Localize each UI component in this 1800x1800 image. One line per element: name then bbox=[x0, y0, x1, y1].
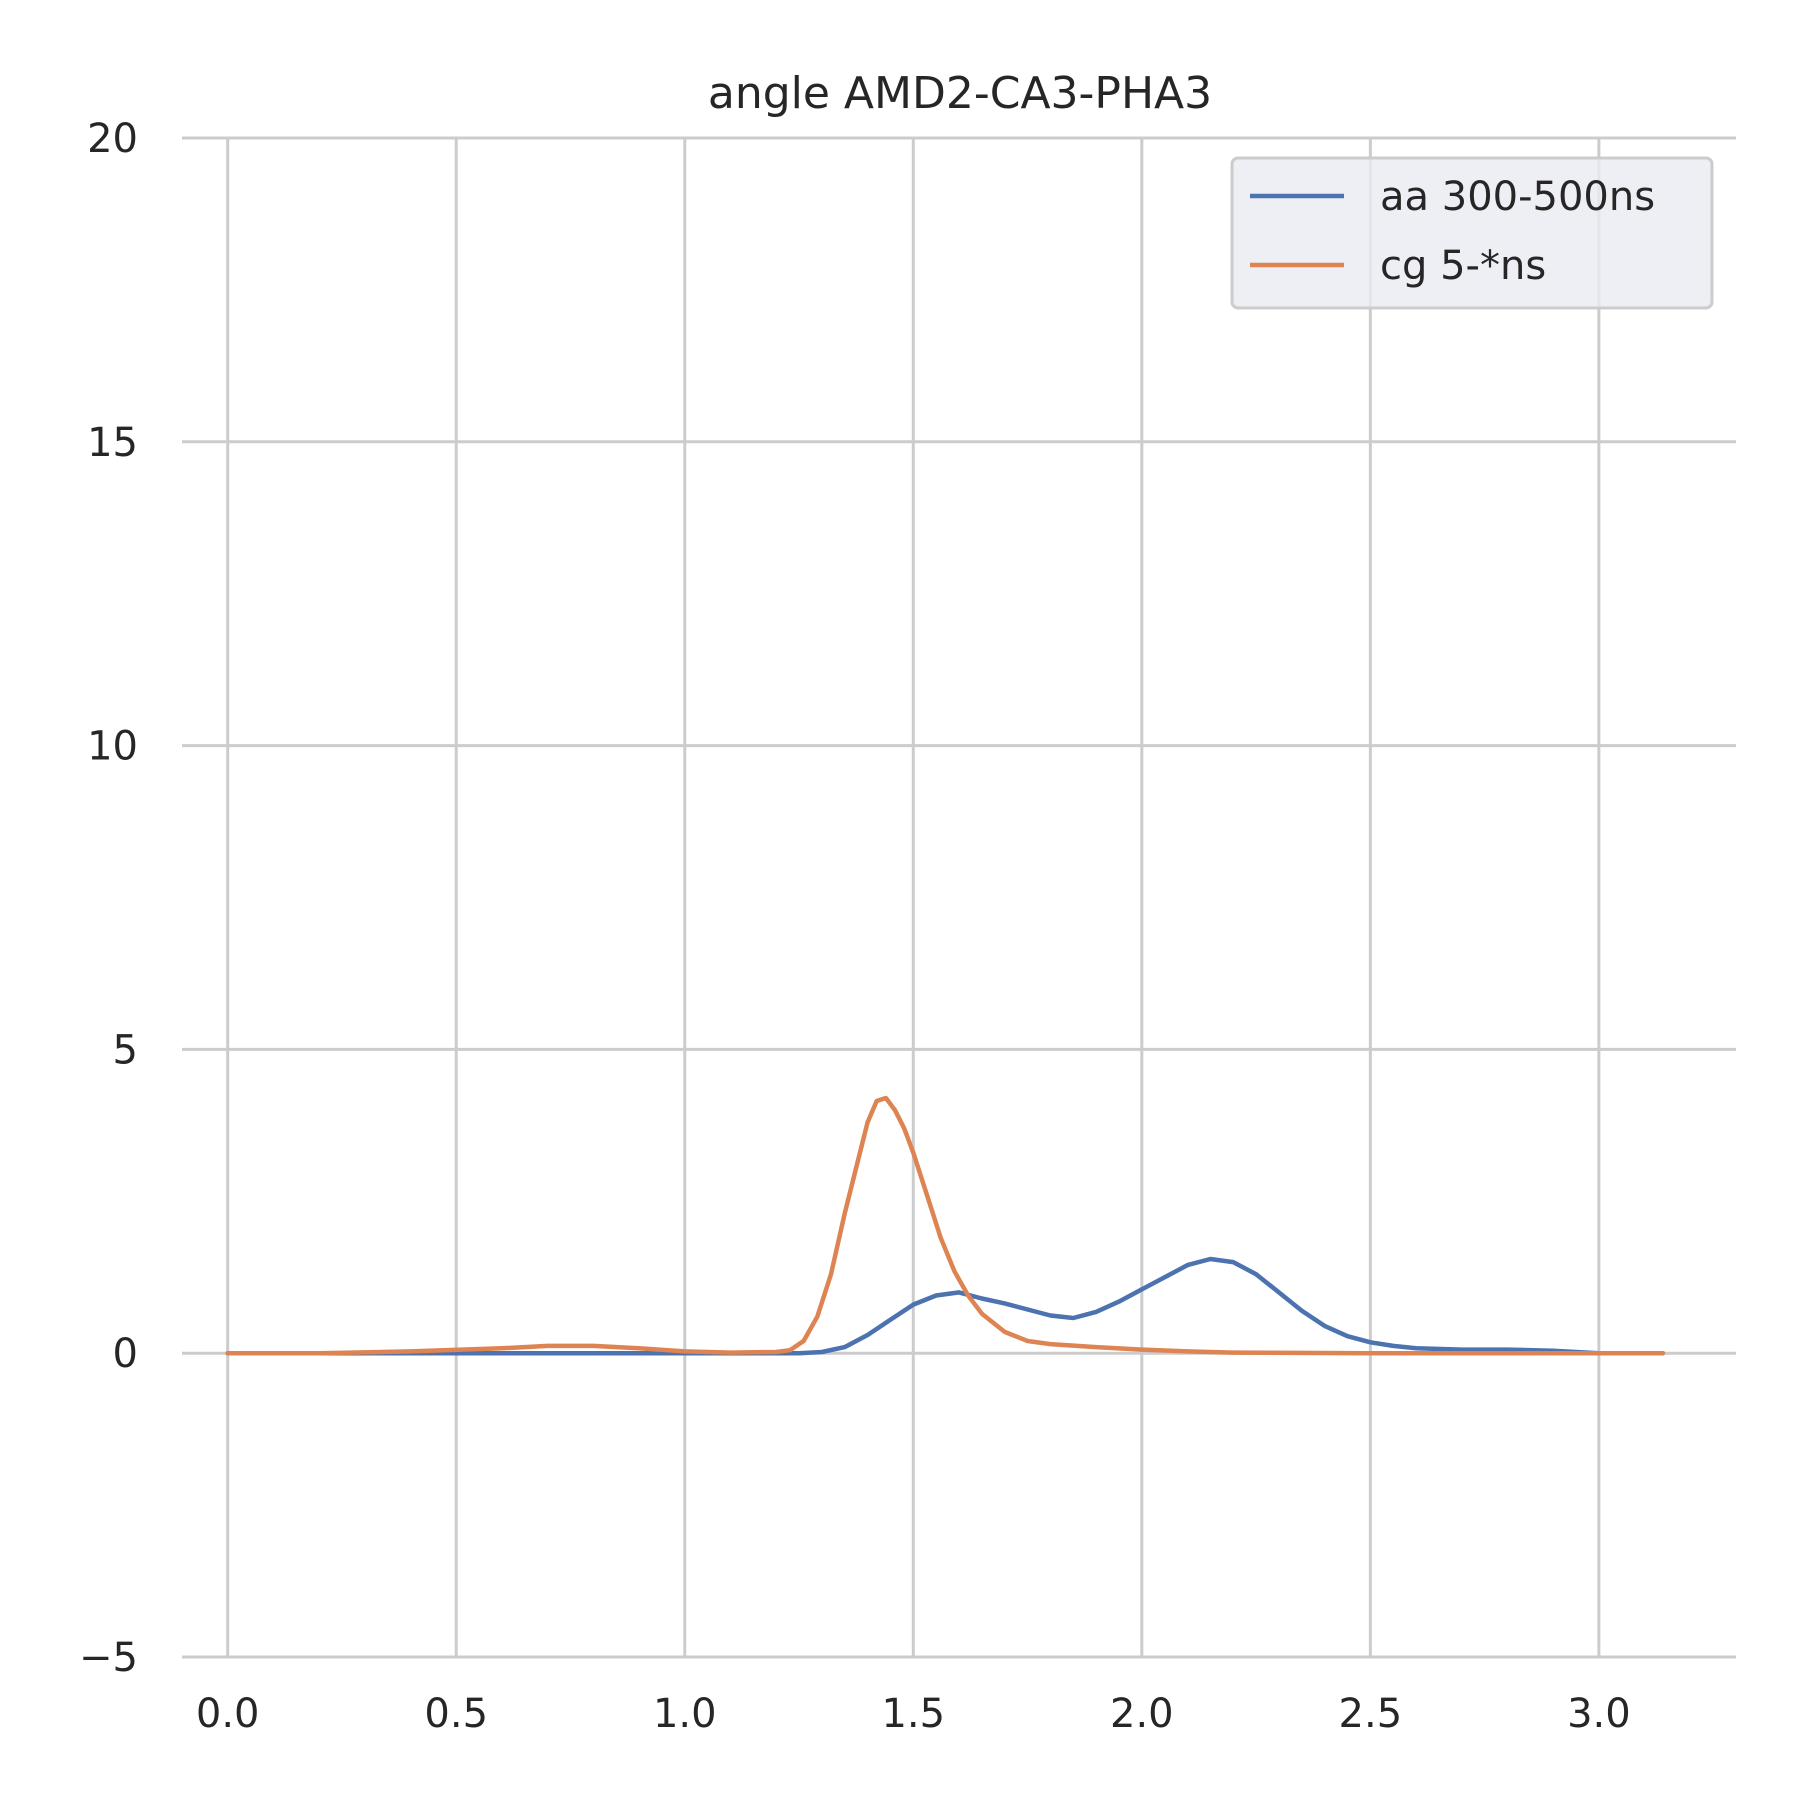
y-tick-label: 5 bbox=[113, 1027, 138, 1073]
tick-labels: 0.0 0.5 1.0 1.5 2.0 2.5 3.0 −5 0 5 10 15 20 bbox=[79, 116, 1631, 1737]
legend-label-aa: aa 300-500ns bbox=[1380, 174, 1655, 220]
series-line-0 bbox=[225, 1256, 1666, 1356]
x-tick-label: 0.5 bbox=[424, 1691, 488, 1737]
y-tick-label: 15 bbox=[87, 420, 138, 466]
chart-title: angle AMD2-CA3-PHA3 bbox=[708, 68, 1212, 119]
legend-frame bbox=[1230, 156, 1714, 310]
legend: aa 300-500ns cg 5-*ns bbox=[1230, 156, 1714, 310]
x-tick-label: 1.0 bbox=[653, 1691, 717, 1737]
y-tick-label: 20 bbox=[87, 116, 138, 162]
series-lines bbox=[225, 1095, 1666, 1356]
y-tick-label: −5 bbox=[79, 1635, 138, 1681]
x-tick-label: 0.0 bbox=[196, 1691, 260, 1737]
grid-lines bbox=[182, 136, 1736, 1659]
y-tick-label: 0 bbox=[113, 1331, 138, 1377]
x-tick-label: 2.5 bbox=[1339, 1691, 1403, 1737]
legend-label-cg: cg 5-*ns bbox=[1380, 243, 1546, 289]
series-line-1 bbox=[225, 1095, 1666, 1356]
x-tick-label: 3.0 bbox=[1567, 1691, 1631, 1737]
x-tick-label: 2.0 bbox=[1110, 1691, 1174, 1737]
y-tick-label: 10 bbox=[87, 724, 138, 770]
x-tick-label: 1.5 bbox=[881, 1691, 945, 1737]
